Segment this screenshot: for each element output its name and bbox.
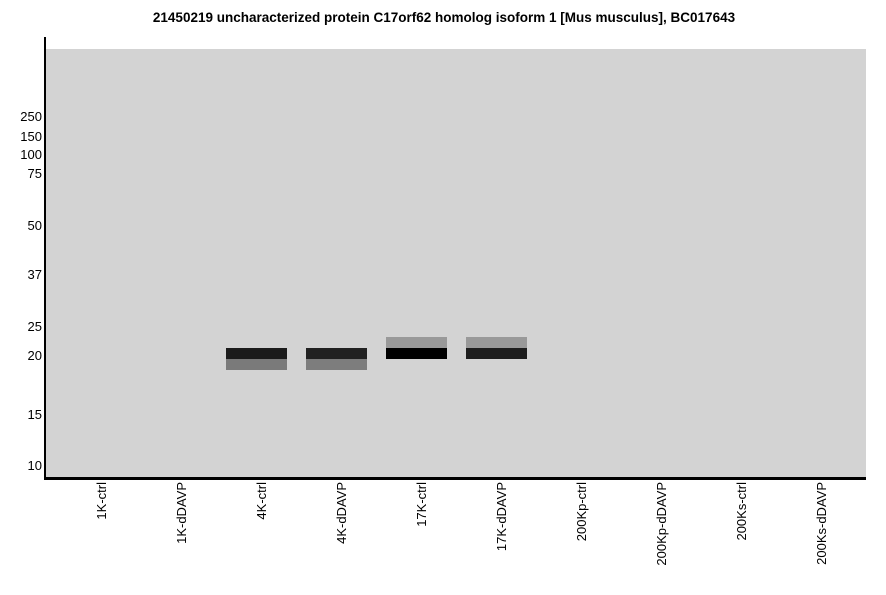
y-axis-line — [44, 37, 46, 480]
gel-band-segment — [386, 337, 447, 348]
y-tick-label: 100 — [20, 147, 42, 162]
x-lane-label: 200Ks-dDAVP — [814, 482, 829, 565]
chart-title: 21450219 uncharacterized protein C17orf6… — [152, 10, 736, 25]
y-tick-label: 15 — [27, 407, 42, 422]
y-tick-label: 37 — [27, 267, 42, 282]
x-lane-label: 200Kp-dDAVP — [654, 482, 669, 566]
gel-band-segment — [306, 359, 367, 370]
gel-plot-area — [46, 49, 866, 478]
gel-band-segment — [226, 359, 287, 370]
gel-band-segment — [226, 348, 287, 359]
x-lane-label: 200Ks-ctrl — [734, 482, 749, 541]
y-tick-label: 150 — [20, 129, 42, 144]
gel-band-segment — [466, 348, 527, 359]
y-tick-label: 25 — [27, 319, 42, 334]
x-lane-label: 17K-dDAVP — [494, 482, 509, 552]
x-lane-label: 17K-ctrl — [414, 482, 429, 527]
y-tick-label: 10 — [27, 458, 42, 473]
x-lane-label: 1K-dDAVP — [174, 482, 189, 544]
y-tick-label: 50 — [27, 218, 42, 233]
gel-band-segment — [466, 337, 527, 348]
y-tick-label: 75 — [27, 166, 42, 181]
x-axis-line — [44, 477, 866, 480]
x-lane-label: 4K-ctrl — [254, 482, 269, 520]
gel-band-segment — [386, 348, 447, 359]
x-lane-label: 1K-ctrl — [94, 482, 109, 520]
y-tick-label: 250 — [20, 109, 42, 124]
gel-band-segment — [306, 348, 367, 359]
x-lane-label: 4K-dDAVP — [334, 482, 349, 544]
y-tick-label: 20 — [27, 348, 42, 363]
x-lane-label: 200Kp-ctrl — [574, 482, 589, 542]
